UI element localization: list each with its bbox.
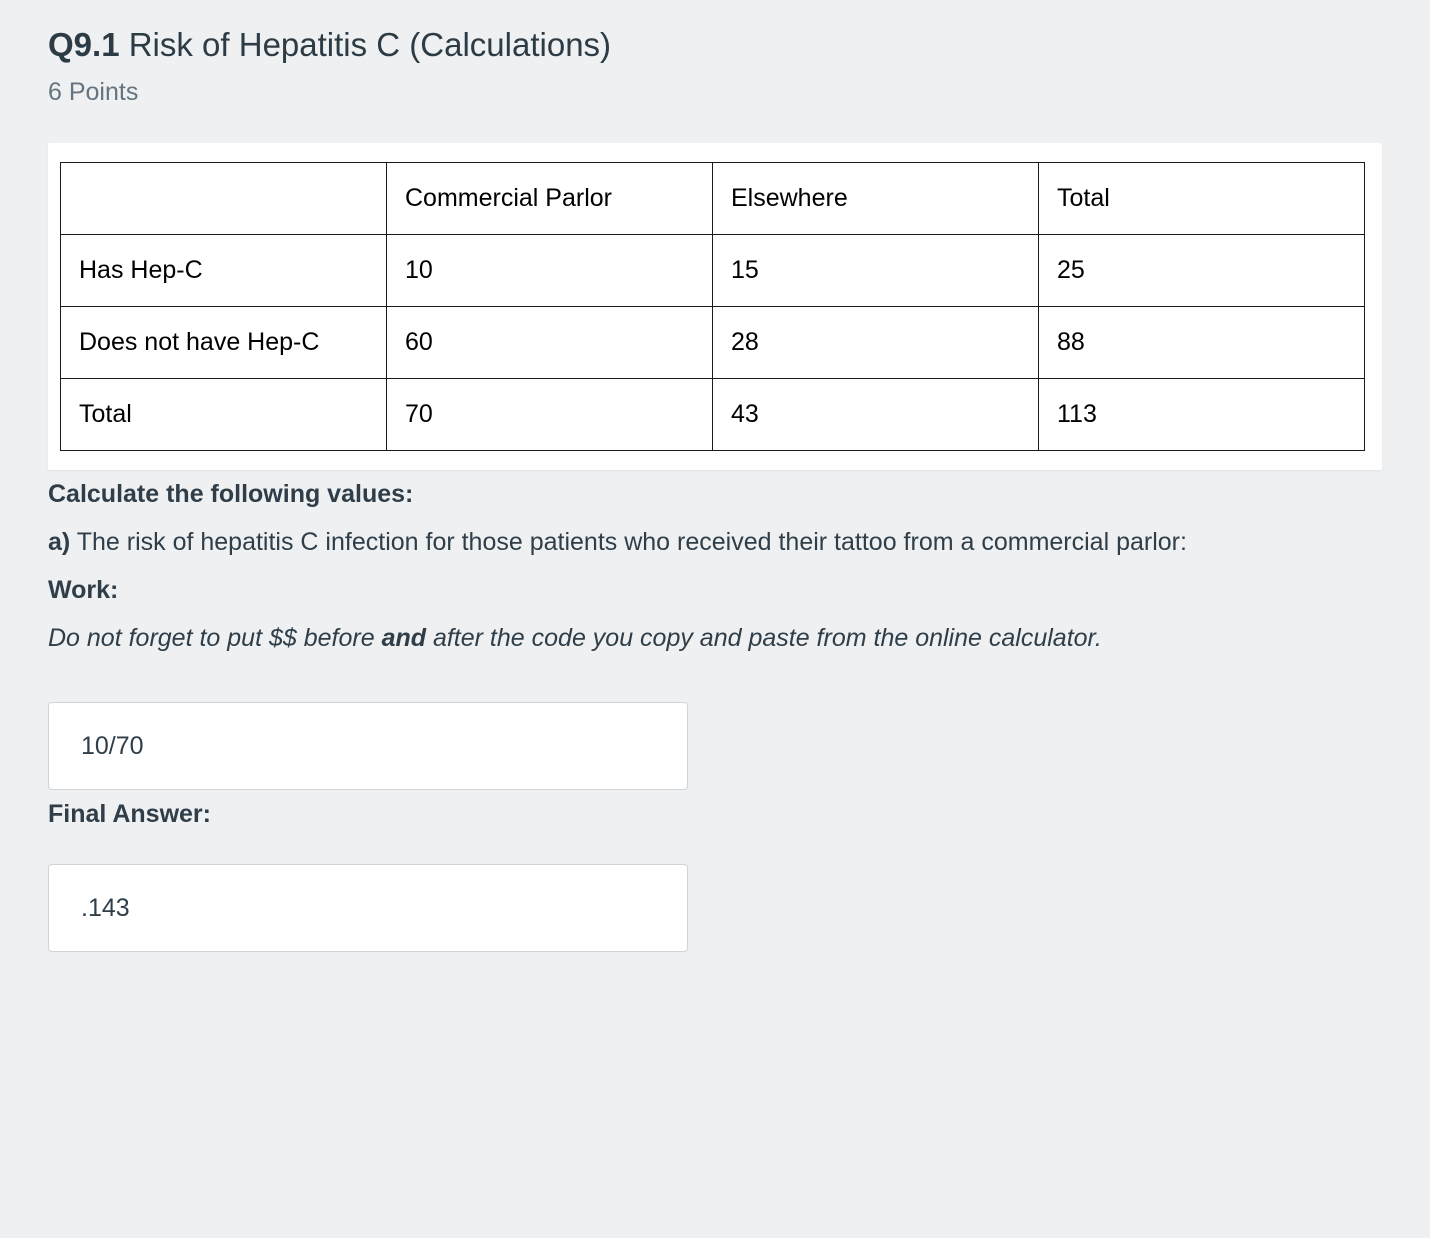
table-cell: 25	[1038, 234, 1365, 307]
contingency-table: Commercial Parlor Elsewhere Total Has He…	[60, 162, 1365, 451]
question-page: Q9.1 Risk of Hepatitis C (Calculations) …	[48, 26, 1382, 952]
table-cell: 43	[712, 378, 1039, 451]
row-label: Total	[60, 378, 387, 451]
work-note-pre: Do not forget to put $$ before	[48, 624, 382, 652]
table-cell: 15	[712, 234, 1039, 307]
question-points: 6 Points	[48, 78, 139, 106]
table-cell: 113	[1038, 378, 1365, 451]
table-header-cell: Elsewhere	[712, 162, 1039, 235]
table-header-cell: Commercial Parlor	[386, 162, 713, 235]
table-header-row: Commercial Parlor Elsewhere Total	[60, 162, 1365, 235]
table-cell: 28	[712, 306, 1039, 379]
table-row: Does not have Hep-C 60 28 88	[60, 306, 1365, 379]
table-card: Commercial Parlor Elsewhere Total Has He…	[48, 143, 1382, 470]
question-number: Q9.1	[48, 26, 120, 63]
work-note: Do not forget to put $$ before and after…	[48, 614, 1298, 662]
question-title-text: Risk of Hepatitis C (Calculations)	[128, 26, 612, 63]
work-note-bold: and	[381, 624, 427, 652]
work-input-value: 10/70	[81, 731, 144, 760]
final-answer-value: .143	[81, 893, 130, 922]
question-title: Q9.1 Risk of Hepatitis C (Calculations)	[48, 26, 1382, 64]
table-row: Total 70 43 113	[60, 378, 1365, 451]
work-note-post: after the code you copy and paste from t…	[426, 624, 1102, 652]
instruction-text: Calculate the following values:	[48, 480, 414, 508]
row-label: Does not have Hep-C	[60, 306, 387, 379]
part-a-text: a) The risk of hepatitis C infection for…	[48, 518, 1298, 566]
table-cell: 70	[386, 378, 713, 451]
table-header-cell	[60, 162, 387, 235]
part-a-question: The risk of hepatitis C infection for th…	[70, 528, 1187, 556]
row-label: Has Hep-C	[60, 234, 387, 307]
final-answer-input[interactable]: .143	[48, 864, 688, 952]
work-input[interactable]: 10/70	[48, 702, 688, 790]
table-cell: 60	[386, 306, 713, 379]
table-header-cell: Total	[1038, 162, 1365, 235]
table-cell: 88	[1038, 306, 1365, 379]
final-answer-label: Final Answer:	[48, 800, 211, 828]
work-label: Work:	[48, 576, 119, 604]
table-row: Has Hep-C 10 15 25	[60, 234, 1365, 307]
part-a-label: a)	[48, 528, 71, 556]
table-cell: 10	[386, 234, 713, 307]
